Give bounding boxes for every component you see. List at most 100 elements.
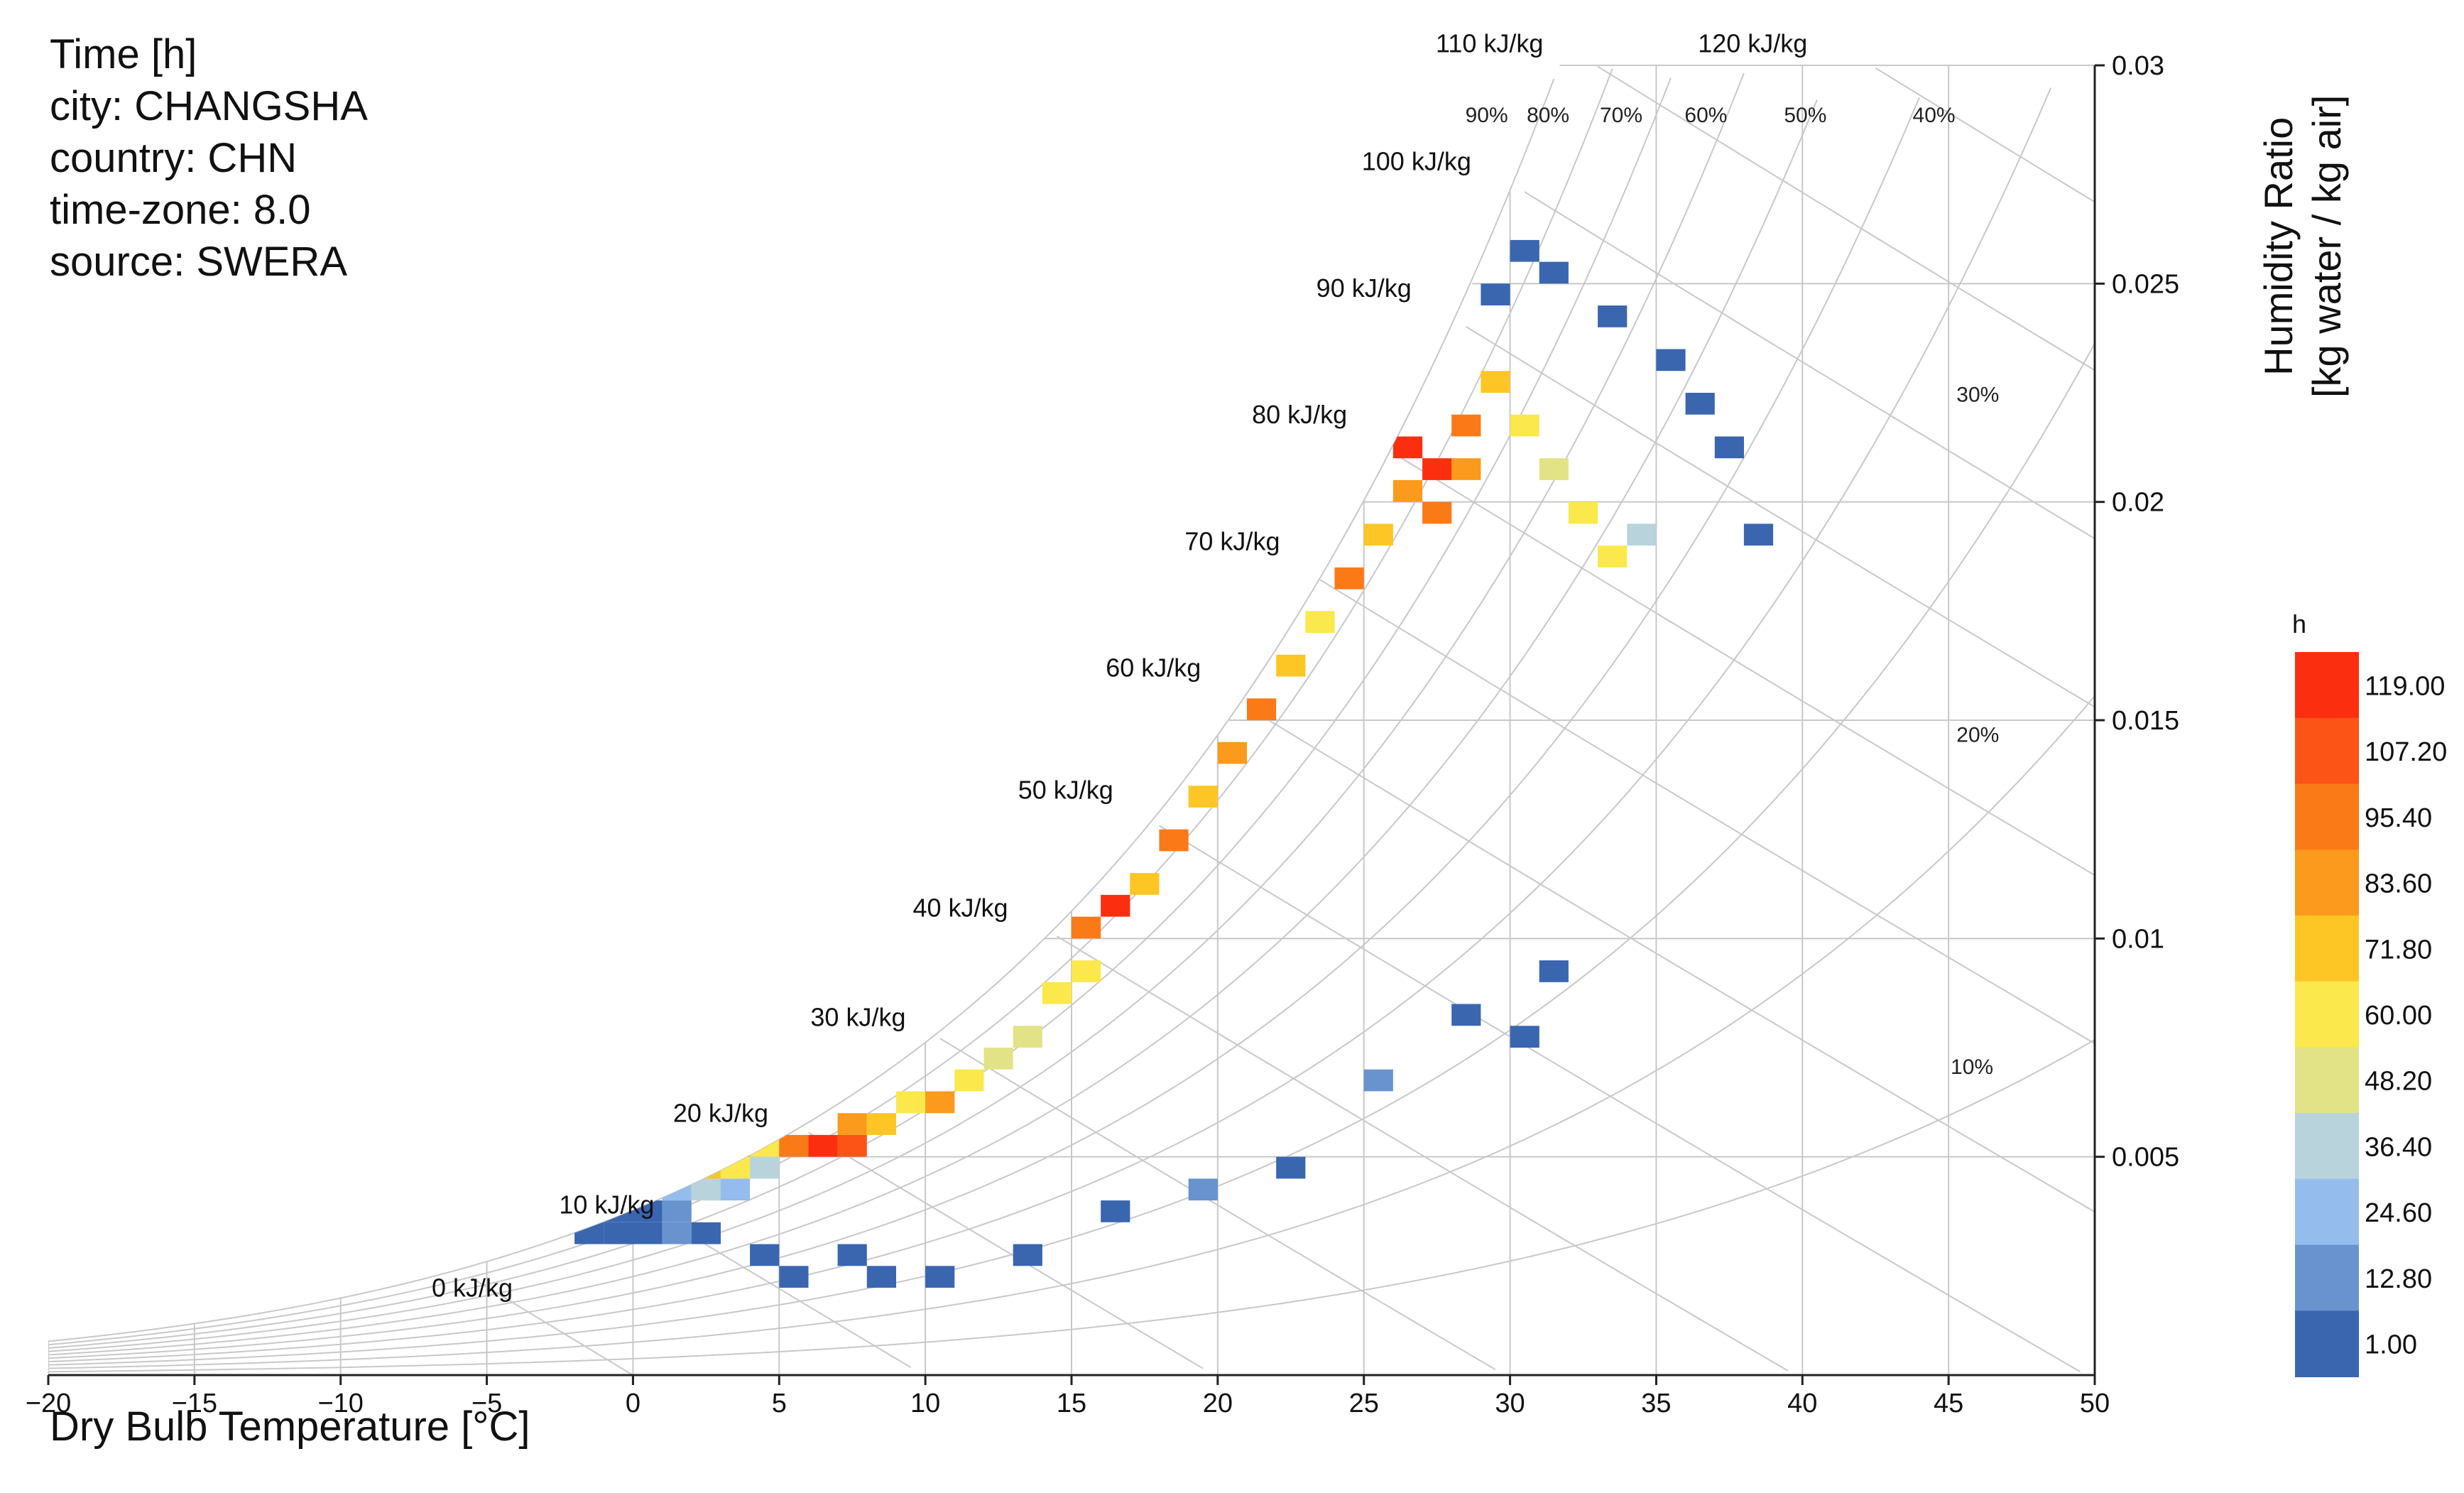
chart-info: Time [h] city: CHANGSHA country: CHN tim… [50,28,368,288]
heatmap-bin [1334,567,1364,590]
y-axis-label: Humidity Ratio [kg water / kg air] [2255,95,2351,398]
x-tick-label: −20 [26,1389,71,1418]
enthalpy-line [1392,452,2095,876]
heatmap-bin [1305,611,1335,633]
heatmap-bin [1392,479,1423,502]
heatmap-bin [1072,916,1101,939]
heatmap-bin [1422,501,1452,524]
rh-curve [48,343,2095,1366]
x-tick-label: −5 [471,1389,502,1418]
heatmap-bin [1422,458,1452,480]
legend-swatch [2295,981,2359,1048]
timezone-label: time-zone: 8.0 [50,187,311,233]
legend-swatch [2295,717,2359,785]
legend-swatch [2295,783,2359,851]
enthalpy-label: 70 kJ/kg [1184,526,1280,555]
enthalpy-line [1597,65,2095,371]
heatmap-bin [574,1222,604,1244]
heatmap-bin [1013,1244,1042,1266]
legend-label: 107.20 [2365,737,2447,767]
heatmap-bin [1598,545,1628,568]
heatmap-bin [1363,523,1393,546]
heatmap-bin [896,1091,926,1114]
heatmap-bin [1510,1026,1539,1048]
x-tick-label: 45 [1934,1389,1963,1418]
legend-swatch [2295,1244,2359,1312]
y-tick-label: 0.025 [2112,269,2179,299]
y-tick-label: 0.03 [2112,51,2164,81]
legend-swatch [2295,1178,2359,1246]
heatmap-bin [837,1244,867,1266]
rh-label: 60% [1684,104,1727,127]
enthalpy-label: 30 kJ/kg [810,1002,905,1031]
saturation-curve [48,78,1555,1342]
x-tick-label: 0 [626,1389,640,1418]
country-label: country: CHN [50,135,298,181]
x-axis-label: Dry Bulb Temperature [°C] [50,1404,530,1450]
heatmap-bin [1072,960,1101,982]
enthalpy-label: 80 kJ/kg [1252,400,1347,429]
heatmap-bin [1451,414,1481,437]
enthalpy-line [1524,191,2095,540]
y-tick-label: 0.01 [2112,924,2164,954]
heatmap-bin [662,1178,692,1201]
heatmap-bins [574,239,1774,1288]
heatmap-bin [750,1156,780,1179]
legend-swatch [2295,849,2359,916]
enthalpy-label: 110 kJ/kg [1436,29,1543,58]
y-tick-label: 0.015 [2112,706,2179,736]
heatmap-bin [1481,371,1510,393]
heatmap-bin [662,1222,692,1244]
legend-swatch [2295,1047,2359,1114]
heatmap-bin [954,1069,984,1092]
enthalpy-label: 10 kJ/kg [559,1190,654,1220]
rh-curve [48,695,2095,1369]
legend-label: 95.40 [2365,803,2432,833]
heatmap-bin [1276,654,1306,677]
heatmap-bin [1656,349,1686,371]
enthalpy-line [1246,706,2095,1213]
chart-axes [47,64,2105,1385]
rh-curve [48,87,2052,1362]
heatmap-bin [720,1134,751,1157]
legend-label: 36.40 [2365,1133,2432,1163]
enthalpy-line [1875,67,2095,203]
heatmap-bin [750,1244,780,1266]
heatmap-bin [720,1178,751,1201]
heatmap-bin [925,1266,955,1288]
enthalpy-line [939,1038,1496,1371]
y-axis-label-line2: [kg water / kg air] [2304,94,2349,398]
x-tick-label: 20 [1203,1389,1233,1418]
x-tick-label: 35 [1641,1389,1671,1418]
heatmap-bin [1276,1156,1306,1179]
y-tick-label: 0.02 [2112,488,2164,518]
chart-title: Time [h] [50,31,197,77]
heatmap-bin [1481,283,1510,305]
heatmap-bin [866,1113,896,1135]
legend-title: h [2292,609,2307,639]
heatmap-bin [1510,414,1539,437]
enthalpy-line [1158,825,2081,1373]
heatmap-bin [1392,436,1423,459]
enthalpy-label: 20 kJ/kg [673,1098,768,1127]
enthalpy-line [807,1131,1204,1369]
legend-swatch [2295,652,2359,719]
enthalpy-label: 40 kJ/kg [913,894,1008,923]
legend-label: 24.60 [2365,1198,2432,1228]
bins-clipped [574,239,1774,1288]
rh-label: 80% [1527,104,1569,127]
x-tick-label: 10 [910,1389,940,1418]
heatmap-bin [1598,305,1628,327]
heatmap-bin [1451,1004,1481,1026]
enthalpy-label: 0 kJ/kg [432,1273,513,1302]
y-axis-label-line1: Humidity Ratio [2256,116,2301,376]
heatmap-bin [1685,393,1715,415]
legend-label: 12.80 [2365,1264,2432,1294]
heatmap-bin [779,1134,809,1157]
heatmap-bin [1539,458,1569,480]
x-tick-label: 15 [1057,1389,1086,1418]
heatmap-bin [1188,786,1218,808]
y-tick-label: 0.005 [2112,1143,2179,1173]
heatmap-bin [1539,261,1569,284]
